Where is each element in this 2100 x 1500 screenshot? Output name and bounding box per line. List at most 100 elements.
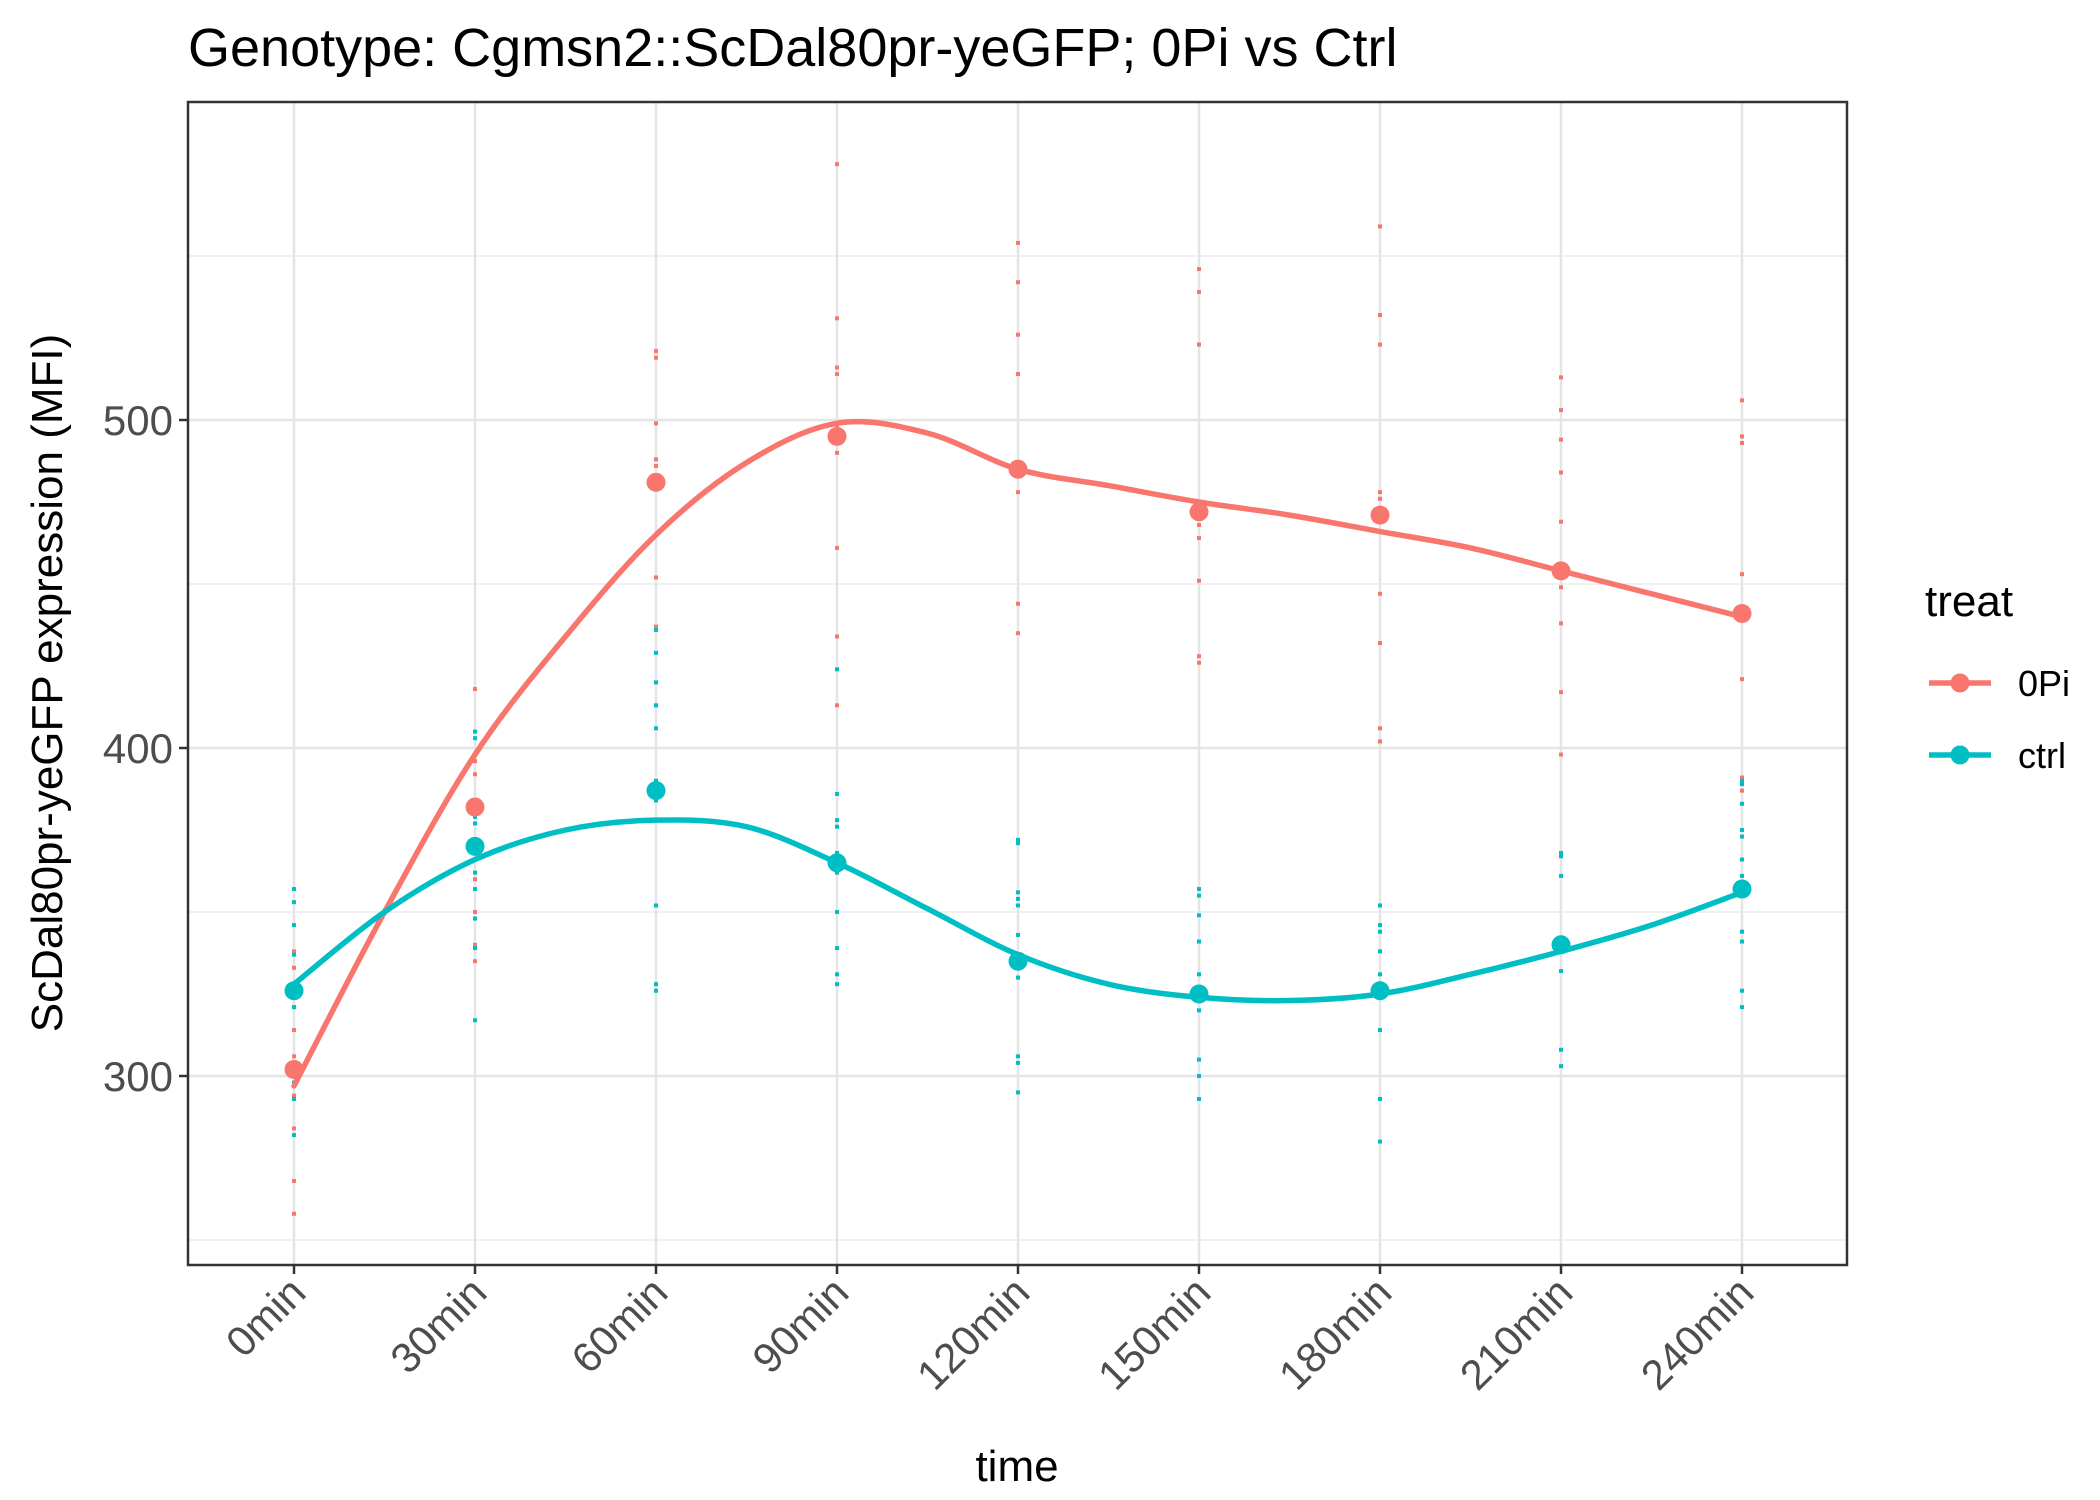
replicate-point-0pi [473, 959, 477, 964]
replicate-point-ctrl [654, 650, 658, 655]
replicate-point-ctrl [1740, 1005, 1744, 1010]
replicate-point-ctrl [1559, 873, 1563, 878]
replicate-point-ctrl [1016, 1054, 1020, 1059]
replicate-point-ctrl [1016, 1060, 1020, 1065]
x-tick-label: 210min [1451, 1268, 1582, 1399]
replicate-point-ctrl [1740, 782, 1744, 787]
replicate-point-0pi [1378, 313, 1382, 318]
replicate-point-0pi [1559, 690, 1563, 695]
replicate-point-0pi [292, 1178, 296, 1183]
replicate-point-ctrl [1559, 969, 1563, 974]
replicate-point-0pi [1378, 496, 1382, 501]
replicate-point-ctrl [1740, 828, 1744, 832]
replicate-point-0pi [1378, 591, 1382, 596]
mean-point-0pi [465, 797, 485, 817]
replicate-point-ctrl [1197, 1074, 1201, 1078]
replicate-point-ctrl [654, 798, 658, 803]
replicate-point-0pi [1378, 490, 1382, 495]
replicate-point-0pi [1197, 342, 1201, 347]
mean-point-ctrl [827, 853, 847, 873]
replicate-point-0pi [1559, 437, 1563, 442]
replicate-point-0pi [1197, 522, 1201, 527]
replicate-point-ctrl [1378, 949, 1382, 954]
legend-label-ctrl: ctrl [2018, 735, 2066, 776]
replicate-point-0pi [835, 703, 839, 708]
legend-key-point-0pi [1950, 673, 1970, 693]
replicate-point-0pi [1559, 470, 1563, 475]
replicate-point-ctrl [1559, 854, 1563, 859]
replicate-point-ctrl [835, 667, 839, 672]
mean-point-ctrl [465, 836, 485, 856]
mean-point-ctrl [1008, 951, 1028, 971]
x-axis-ticks: 0min 30min 60min 90min 120min 150min 180min 210… [217, 1265, 1762, 1399]
replicate-point-0pi [654, 457, 658, 462]
replicate-point-ctrl [1197, 893, 1201, 898]
replicate-point-ctrl [835, 982, 839, 987]
replicate-point-0pi [835, 162, 839, 167]
x-tick-label: 0min [217, 1268, 315, 1366]
replicate-point-0pi [292, 949, 296, 954]
mean-points [284, 426, 1752, 1079]
replicate-point-ctrl [654, 726, 658, 731]
replicate-point-0pi [473, 910, 477, 914]
replicate-point-ctrl [835, 946, 839, 951]
replicate-point-ctrl [1016, 1090, 1020, 1095]
replicate-point-ctrl [835, 850, 839, 855]
replicate-point-ctrl [654, 982, 658, 987]
mean-point-0pi [1732, 604, 1752, 624]
mean-point-ctrl [1551, 935, 1571, 955]
replicate-point-ctrl [1378, 1139, 1382, 1144]
replicate-point-0pi [1559, 519, 1563, 524]
replicate-point-ctrl [1740, 988, 1744, 993]
smooth-line-0pi [291, 418, 1745, 1089]
replicate-point-0pi [1559, 621, 1563, 626]
y-tick-label: 400 [103, 725, 173, 772]
replicate-point-ctrl [292, 952, 296, 957]
legend-keys: 0Pi ctrl [1929, 663, 2070, 776]
replicate-point-ctrl [292, 900, 296, 905]
legend: treat 0Pi ctrl [1925, 577, 2070, 776]
replicate-point-ctrl [473, 916, 477, 921]
replicate-point-0pi [1197, 654, 1201, 659]
replicate-point-0pi [1559, 375, 1563, 380]
x-tick-label: 30min [381, 1268, 495, 1382]
mean-point-ctrl [1370, 981, 1390, 1001]
replicate-point-0pi [1016, 631, 1020, 636]
replicate-point-ctrl [835, 870, 839, 875]
replicate-point-0pi [1197, 536, 1201, 541]
replicate-point-ctrl [654, 988, 658, 993]
mean-point-0pi [1008, 459, 1028, 479]
mean-point-ctrl [646, 781, 666, 801]
replicate-point-0pi [1378, 739, 1382, 744]
replicate-point-0pi [292, 1093, 296, 1098]
replicate-point-ctrl [835, 972, 839, 977]
replicate-point-0pi [1016, 601, 1020, 606]
replicate-point-ctrl [835, 910, 839, 914]
replicate-point-ctrl [1559, 1047, 1563, 1052]
replicate-point-0pi [1378, 726, 1382, 731]
replicate-point-ctrl [1016, 896, 1020, 901]
replicate-point-0pi [1016, 280, 1020, 285]
replicate-point-0pi [1740, 572, 1744, 577]
x-tick-label: 120min [908, 1268, 1039, 1399]
x-tick-label: 150min [1089, 1268, 1220, 1399]
replicate-point-ctrl [473, 814, 477, 819]
replicate-point-ctrl [654, 778, 658, 783]
replicate-point-ctrl [1378, 903, 1382, 908]
replicate-point-0pi [835, 316, 839, 321]
replicate-point-0pi [835, 424, 839, 429]
x-tick-label: 60min [562, 1268, 676, 1382]
replicate-point-0pi [1016, 332, 1020, 337]
replicate-point-ctrl [1016, 975, 1020, 980]
replicate-point-ctrl [835, 824, 839, 829]
replicate-point-ctrl [1378, 923, 1382, 928]
replicate-point-ctrl [292, 1096, 296, 1101]
replicate-point-ctrl [654, 903, 658, 908]
replicate-point-ctrl [1016, 903, 1020, 908]
replicate-point-0pi [1740, 440, 1744, 445]
replicate-point-ctrl [1197, 1057, 1201, 1062]
y-axis-ticks: 300 400 500 [103, 397, 188, 1100]
replicate-point-ctrl [1197, 972, 1201, 977]
replicate-point-0pi [1016, 490, 1020, 495]
